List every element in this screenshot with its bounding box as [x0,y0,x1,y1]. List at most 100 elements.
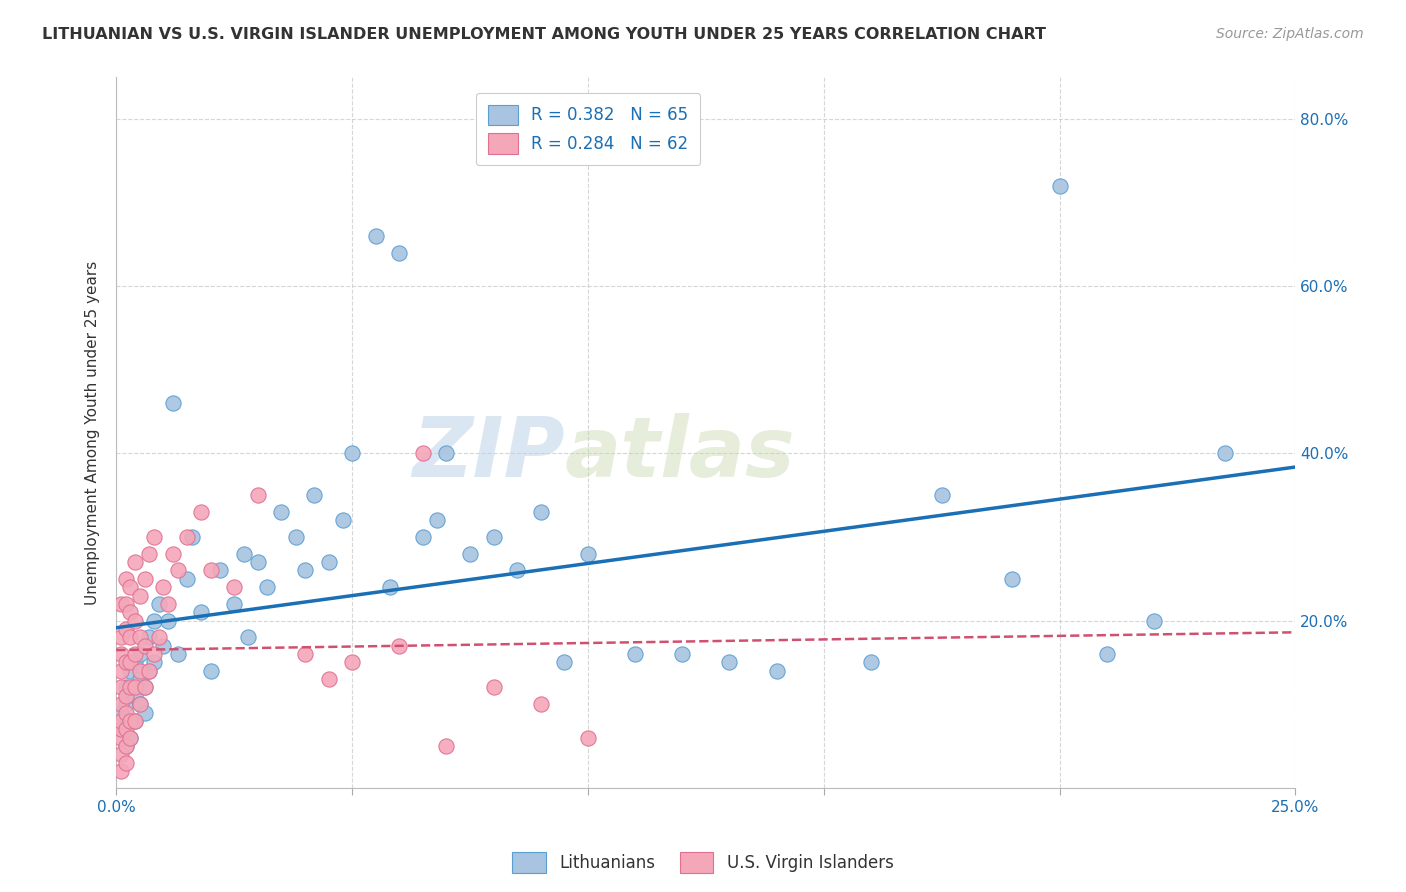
Point [120,681,142,695]
Point [128,672,150,686]
Point [114,572,136,586]
Point [110,723,132,737]
Point [128,589,150,603]
Point [162,547,184,561]
Point [294,647,316,661]
Point [143,656,166,670]
Point [576,547,599,561]
Point [124,681,146,695]
Point [157,597,180,611]
Point [412,446,434,460]
Point [482,530,505,544]
Point [765,664,787,678]
Point [426,513,449,527]
Point [436,446,458,460]
Point [124,555,146,569]
Point [138,664,160,678]
Point [553,656,575,670]
Point [1143,614,1166,628]
Point [110,714,132,728]
Point [114,756,136,770]
Point [138,664,160,678]
Text: LITHUANIAN VS U.S. VIRGIN ISLANDER UNEMPLOYMENT AMONG YOUTH UNDER 25 YEARS CORRE: LITHUANIAN VS U.S. VIRGIN ISLANDER UNEMP… [42,27,1046,42]
Point [224,597,246,611]
Point [128,697,150,711]
Point [110,764,132,778]
Point [128,697,150,711]
Point [190,505,212,519]
Point [304,488,326,502]
Point [1213,446,1236,460]
Point [388,639,411,653]
Y-axis label: Unemployment Among Youth under 25 years: Unemployment Among Youth under 25 years [86,260,100,605]
Point [110,706,132,720]
Text: atlas: atlas [564,413,794,494]
Point [124,714,146,728]
Point [124,689,146,703]
Point [114,723,136,737]
Point [624,647,647,661]
Point [128,664,150,678]
Point [530,505,553,519]
Point [246,555,269,569]
Point [110,723,132,737]
Point [671,647,693,661]
Point [318,672,340,686]
Point [120,656,142,670]
Point [124,647,146,661]
Point [128,631,150,645]
Legend: R = 0.382   N = 65, R = 0.284   N = 62: R = 0.382 N = 65, R = 0.284 N = 62 [477,93,700,165]
Point [120,731,142,745]
Point [110,731,132,745]
Point [138,547,160,561]
Point [128,647,150,661]
Point [120,631,142,645]
Point [1095,647,1118,661]
Point [114,739,136,753]
Point [114,656,136,670]
Point [318,555,340,569]
Point [148,597,170,611]
Point [157,614,180,628]
Point [120,580,142,594]
Text: ZIP: ZIP [412,413,564,494]
Point [120,731,142,745]
Point [124,656,146,670]
Point [134,681,156,695]
Point [110,664,132,678]
Point [576,731,599,745]
Point [124,614,146,628]
Point [284,530,307,544]
Point [162,396,184,410]
Point [388,246,411,260]
Point [114,622,136,636]
Point [412,530,434,544]
Point [143,614,166,628]
Legend: Lithuanians, U.S. Virgin Islanders: Lithuanians, U.S. Virgin Islanders [506,846,900,880]
Point [270,505,292,519]
Point [120,664,142,678]
Point [120,605,142,619]
Point [110,697,132,711]
Point [120,714,142,728]
Point [134,639,156,653]
Point [114,597,136,611]
Point [436,739,458,753]
Point [176,530,198,544]
Point [110,747,132,762]
Point [200,564,222,578]
Point [110,647,132,661]
Point [209,564,232,578]
Point [114,706,136,720]
Point [143,647,166,661]
Point [134,681,156,695]
Point [238,631,260,645]
Point [224,580,246,594]
Point [180,530,202,544]
Point [134,572,156,586]
Point [530,697,553,711]
Point [176,572,198,586]
Point [506,564,529,578]
Point [166,647,188,661]
Text: Source: ZipAtlas.com: Source: ZipAtlas.com [1216,27,1364,41]
